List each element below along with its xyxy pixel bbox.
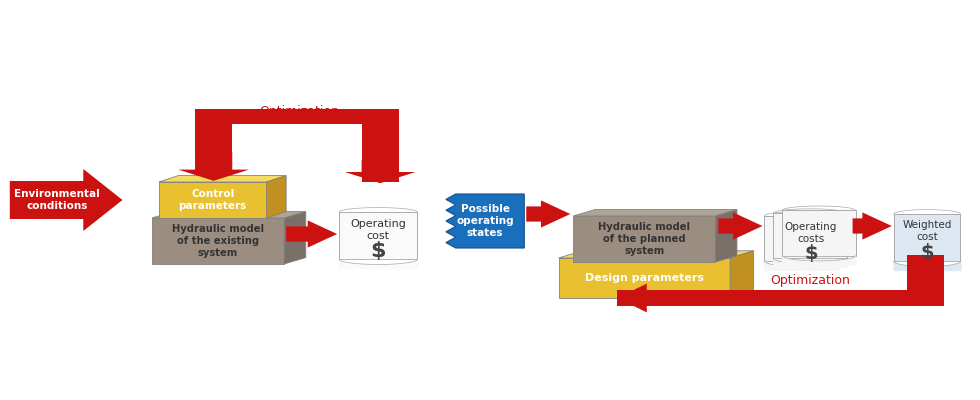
Text: Control
parameters: Control parameters [178,189,247,211]
Polygon shape [573,216,715,262]
Polygon shape [362,109,399,182]
Text: $: $ [370,241,386,261]
Polygon shape [345,160,416,183]
Polygon shape [573,210,737,216]
Text: Weighted
cost: Weighted cost [903,220,952,242]
Polygon shape [446,194,524,248]
Polygon shape [195,109,399,124]
Polygon shape [906,255,944,298]
Polygon shape [617,284,662,312]
Polygon shape [894,214,960,261]
Polygon shape [559,251,754,258]
Polygon shape [339,212,417,259]
Text: Hydraulic model
of the planned
system: Hydraulic model of the planned system [599,222,690,256]
Polygon shape [526,200,570,228]
Text: Environmental
conditions: Environmental conditions [15,189,100,211]
Polygon shape [159,176,286,182]
Text: $: $ [920,242,934,262]
Text: Optimization: Optimization [259,106,339,118]
Polygon shape [715,210,737,262]
Polygon shape [559,258,730,298]
Polygon shape [284,212,306,264]
Text: Hydraulic model
of the existing
system: Hydraulic model of the existing system [172,224,264,258]
Polygon shape [195,109,232,152]
Text: Operating
costs: Operating costs [785,222,837,244]
Text: $: $ [805,244,817,263]
Text: Possible
operating
states: Possible operating states [457,204,514,238]
Polygon shape [178,152,249,181]
Polygon shape [152,218,284,264]
Polygon shape [730,251,754,298]
Polygon shape [267,176,286,218]
Polygon shape [773,213,847,258]
Polygon shape [152,212,306,218]
Polygon shape [764,216,838,261]
Polygon shape [718,212,762,240]
Polygon shape [782,210,856,256]
Text: Design parameters: Design parameters [585,273,704,283]
Polygon shape [10,169,122,231]
Polygon shape [853,212,892,240]
Polygon shape [617,290,944,306]
Text: Operating
cost: Operating cost [350,219,407,241]
Text: Optimization: Optimization [770,274,851,287]
Polygon shape [159,182,267,218]
Polygon shape [286,220,337,248]
